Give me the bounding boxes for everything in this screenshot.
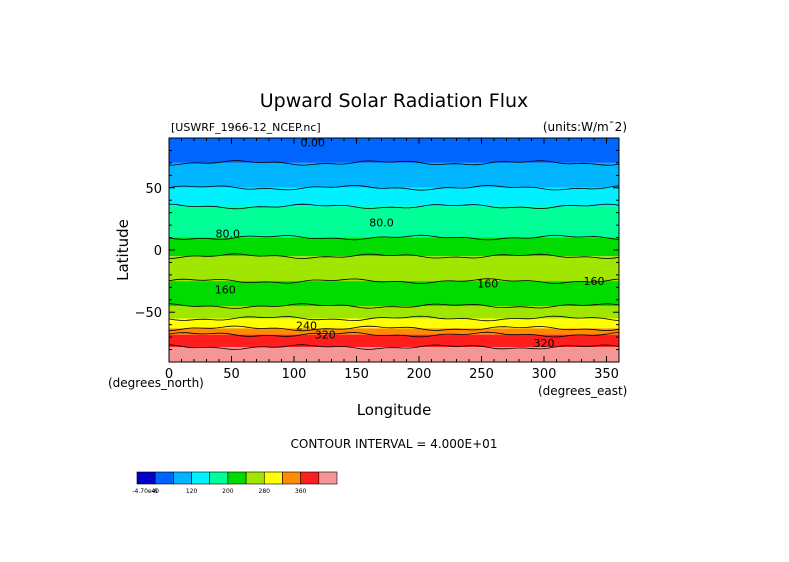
frame-ticks: [168, 137, 620, 363]
contour-label: 320: [534, 337, 555, 350]
lat-band-11: [169, 347, 619, 362]
colorbar: [136, 471, 338, 485]
colorbar-swatch: [154, 471, 174, 485]
y-unit-label: (degrees_north): [108, 376, 204, 390]
x-tick-label: 50: [223, 367, 240, 382]
colorbar-swatch: [173, 471, 192, 485]
colorbar-tick-label: 280: [259, 488, 271, 495]
x-tick-label: 250: [469, 367, 494, 382]
contour-lines: [168, 160, 620, 350]
x-tick-label: 100: [282, 367, 307, 382]
colorbar-swatch: [282, 471, 301, 485]
colorbar-tick-label: 40: [151, 488, 159, 495]
x-tick-label: 200: [407, 367, 432, 382]
contour-label: 240: [296, 320, 317, 333]
contour-line-3: [168, 203, 620, 210]
colorbar-swatch: [136, 471, 156, 485]
plot-area: [169, 138, 619, 362]
contour-label: 0.00: [301, 137, 326, 150]
lat-band-6: [169, 281, 619, 306]
colorbar-swatch: [227, 471, 247, 485]
contour-interval-text: CONTOUR INTERVAL = 4.000E+01: [291, 437, 498, 451]
y-tick-label: −50: [135, 306, 162, 321]
contour-line-2: [168, 184, 620, 191]
contour-line-7: [168, 303, 620, 309]
colorbar-swatch: [318, 471, 338, 485]
lat-band-7: [169, 306, 619, 319]
file-label: [USWRF_1966-12_NCEP.nc]: [171, 121, 321, 134]
x-tick-label: 150: [344, 367, 369, 382]
x-tick-labels: 0 50 100 150 200 250 300 350: [165, 367, 619, 382]
lat-band-8: [169, 318, 619, 329]
y-tick-label: 50: [145, 182, 162, 197]
colorbar-labels: -4.70e-640 120 200 280 360: [132, 488, 306, 495]
contour-line-9: [168, 325, 620, 332]
contour-line-1: [168, 160, 620, 166]
contour-line-10: [168, 331, 620, 338]
contour-label: 320: [315, 328, 336, 341]
colorbar-swatch: [263, 471, 283, 485]
colorbar-tick-label: 200: [222, 488, 234, 495]
contour-label: 80.0: [216, 228, 241, 241]
x-tick-label: 300: [532, 367, 557, 382]
y-axis-label: Latitude: [114, 219, 132, 281]
x-tick-label: 350: [594, 367, 619, 382]
x-unit-label: (degrees_east): [538, 384, 627, 398]
lat-band-4: [169, 237, 619, 257]
contour-label: 80.0: [369, 216, 394, 229]
contour-label: 160: [584, 275, 605, 288]
contour-label: 160: [477, 277, 498, 290]
lat-band-3: [169, 206, 619, 238]
lat-band-9: [169, 328, 619, 335]
colorbar-tick-label: 120: [186, 488, 198, 495]
lat-band-2: [169, 187, 619, 207]
chart-title: Upward Solar Radiation Flux: [260, 90, 529, 112]
units-label: (units:W/m¯2): [543, 120, 627, 134]
colorbar-tick-label: 360: [295, 488, 307, 495]
contour-line-4: [168, 234, 620, 241]
lat-band-1: [169, 162, 619, 188]
colorbar-swatch: [209, 471, 229, 485]
lat-band-10: [169, 334, 619, 348]
x-tick-label: 0: [165, 367, 173, 382]
colorbar-swatch: [300, 471, 320, 485]
contour-label: 160: [215, 284, 236, 297]
lat-band-0: [169, 138, 619, 163]
contour-line-5: [168, 253, 620, 259]
contour-line-11: [168, 344, 620, 350]
y-tick-label: 0: [154, 244, 162, 259]
colorbar-swatch: [245, 471, 265, 485]
contour-line-6: [168, 278, 620, 284]
colorbar-swatch: [191, 471, 211, 485]
x-axis-label: Longitude: [357, 401, 432, 419]
contour-line-8: [168, 315, 620, 322]
lat-band-5: [169, 256, 619, 282]
colorbar-tick-label: -4.70e-6: [132, 488, 157, 495]
y-tick-labels: 50 0 −50: [135, 182, 162, 321]
